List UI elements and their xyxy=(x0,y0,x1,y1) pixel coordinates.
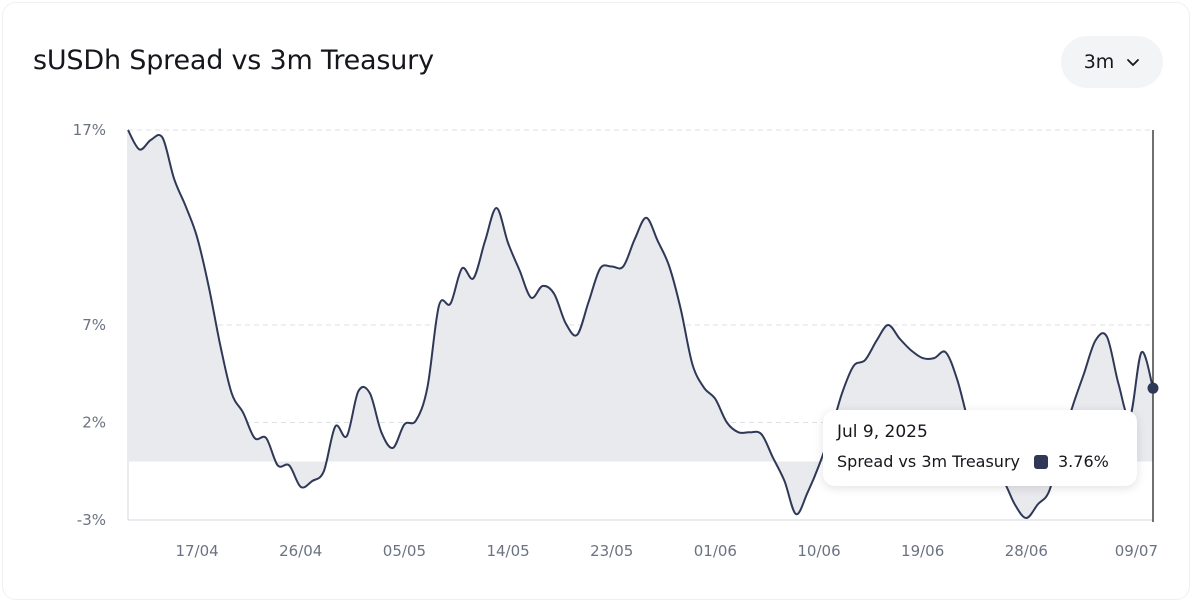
x-tick-label: 26/04 xyxy=(279,542,322,560)
x-tick-label: 17/04 xyxy=(175,542,218,560)
y-tick-label: 7% xyxy=(82,316,106,334)
chart-title: sUSDh Spread vs 3m Treasury xyxy=(33,45,434,76)
y-tick-label: 17% xyxy=(73,121,106,139)
tooltip-date: Jul 9, 2025 xyxy=(837,422,928,442)
x-tick-label: 09/07 xyxy=(1115,542,1158,560)
tooltip-series-row: Spread vs 3m Treasury 3.76% xyxy=(837,452,1123,471)
x-tick-label: 10/06 xyxy=(797,542,840,560)
x-tick-label: 05/05 xyxy=(383,542,426,560)
x-tick-label: 23/05 xyxy=(590,542,633,560)
y-tick-label: 2% xyxy=(82,414,106,432)
x-tick-label: 28/06 xyxy=(1005,542,1048,560)
x-tick-label: 14/05 xyxy=(486,542,529,560)
chevron-down-icon xyxy=(1127,58,1140,66)
range-selector-label: 3m xyxy=(1083,51,1115,73)
x-tick-label: 19/06 xyxy=(901,542,944,560)
chart-tooltip: Jul 9, 2025 Spread vs 3m Treasury 3.76% xyxy=(823,410,1137,486)
tooltip-series-swatch xyxy=(1034,454,1048,469)
tooltip-series-name: Spread vs 3m Treasury xyxy=(837,452,1020,471)
x-tick-label: 01/06 xyxy=(694,542,737,560)
tooltip-series-value: 3.76% xyxy=(1058,452,1109,471)
range-selector-button[interactable]: 3m xyxy=(1061,36,1163,88)
y-tick-label: -3% xyxy=(77,511,106,529)
hover-point-marker xyxy=(1147,382,1159,394)
